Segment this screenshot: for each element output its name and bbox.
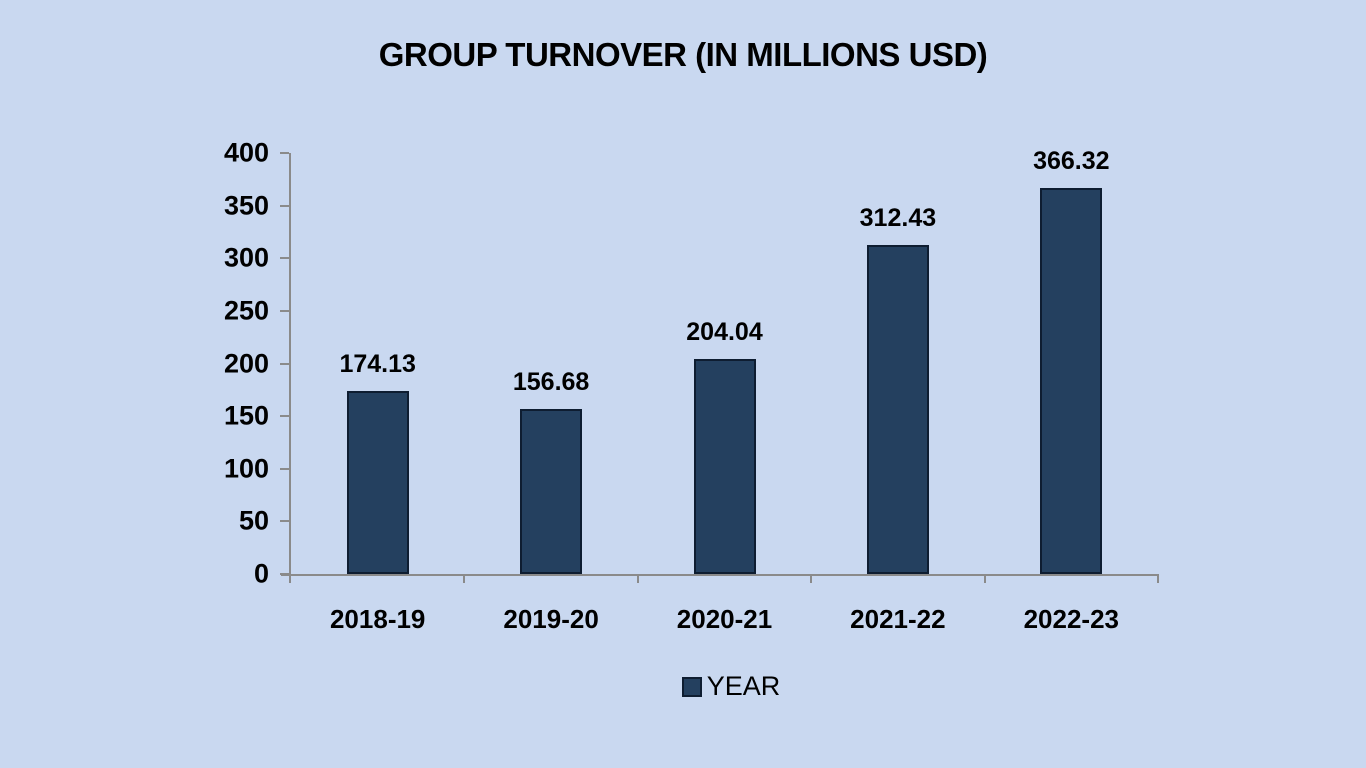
- bar-data-label: 174.13: [339, 350, 416, 378]
- y-axis-tick-mark: [280, 573, 289, 575]
- y-axis-tick-label: 100: [223, 453, 269, 484]
- bar-2020-21: [694, 359, 756, 574]
- legend-label: YEAR: [706, 671, 781, 701]
- y-axis-tick-mark: [280, 204, 289, 207]
- y-axis-tick-label: 200: [223, 348, 269, 378]
- y-axis-line: [289, 153, 291, 583]
- plot-area: 0 50 100 150 200 250 300 350 400 174.13 2018-19 156…: [224, 138, 1159, 634]
- y-axis-tick-label: 300: [223, 242, 269, 273]
- legend: YEAR: [48, 671, 1366, 702]
- y-axis-tick-label: 0: [253, 558, 269, 589]
- y-axis-tick-label: 350: [223, 190, 269, 221]
- bar-data-label: 156.68: [512, 368, 590, 396]
- x-axis-category-label: 2021-22: [850, 604, 946, 634]
- bar-2022-23: [1040, 188, 1102, 574]
- x-axis-category-label: 2022-23: [1023, 604, 1120, 634]
- chart-title: GROUP TURNOVER (IN MILLIONS USD): [378, 36, 988, 73]
- x-axis-tick-mark: [810, 574, 813, 583]
- y-axis-tick-mark: [280, 362, 289, 365]
- y-axis-tick-mark: [280, 520, 289, 523]
- legend-swatch-icon: [681, 676, 702, 697]
- x-axis-tick-mark: [1157, 574, 1159, 583]
- y-axis-tick-mark: [280, 152, 289, 154]
- y-axis-tick-label: 150: [223, 400, 269, 431]
- x-axis-tick-mark: [636, 574, 639, 583]
- x-axis-category-label: 2019-20: [503, 604, 599, 634]
- x-axis-tick-mark: [289, 574, 291, 583]
- y-axis-tick-label: 250: [223, 295, 269, 326]
- x-axis-tick-mark: [983, 574, 986, 583]
- y-axis-tick-mark: [280, 415, 289, 418]
- bar-2021-22: [867, 245, 929, 574]
- y-axis-tick-mark: [280, 257, 289, 260]
- bar-2019-20: [520, 409, 582, 574]
- x-axis-line: [281, 574, 1158, 576]
- y-axis-tick-mark: [280, 467, 289, 470]
- x-axis-category-label: 2018-19: [329, 604, 426, 634]
- bar-data-label: 312.43: [859, 204, 937, 232]
- y-axis-tick-label: 50: [238, 505, 269, 536]
- x-axis-tick-mark: [463, 574, 466, 583]
- x-axis-category-label: 2020-21: [676, 604, 773, 634]
- bar-data-label: 204.04: [686, 318, 763, 346]
- y-axis-tick-label: 400: [223, 137, 269, 168]
- bar-data-label: 366.32: [1033, 147, 1110, 175]
- y-axis-tick-mark: [280, 309, 289, 312]
- bar-2018-19: [347, 391, 409, 574]
